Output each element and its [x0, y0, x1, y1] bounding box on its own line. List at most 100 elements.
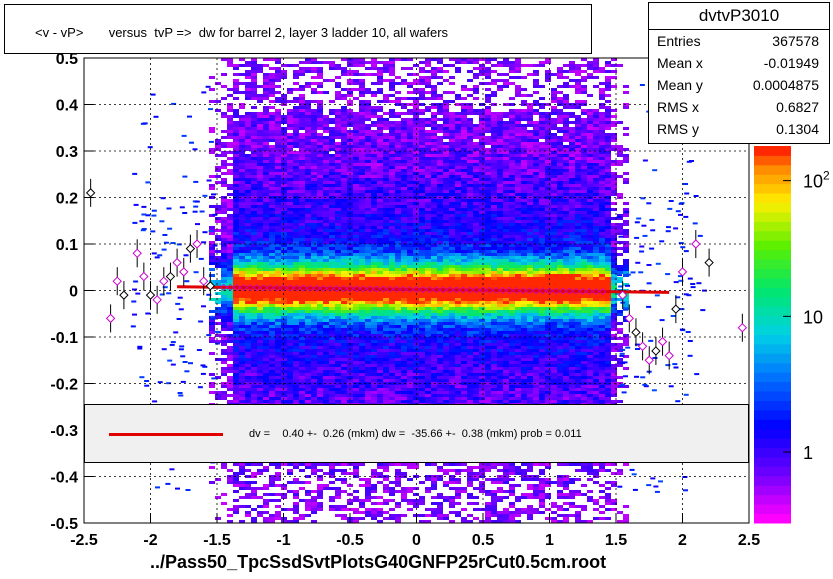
heat-cell	[245, 73, 251, 76]
heat-cell	[299, 109, 305, 112]
heat-cell	[341, 244, 347, 247]
heat-cell	[389, 286, 395, 289]
heat-cell	[407, 346, 413, 349]
heat-cell	[257, 133, 263, 136]
heat-cell	[401, 199, 407, 202]
heat-cell	[263, 304, 269, 307]
heat-cell	[227, 277, 233, 280]
heat-cell	[317, 109, 323, 112]
heat-cell	[437, 367, 443, 370]
heat-cell	[353, 334, 359, 337]
heat-cell	[395, 463, 401, 466]
heat-cell	[431, 241, 437, 244]
heat-cell	[341, 517, 347, 520]
heat-cell	[383, 211, 389, 214]
heat-cell	[287, 307, 293, 310]
heat-cell	[263, 220, 269, 223]
heat-cell	[251, 193, 257, 196]
heat-cell	[311, 496, 317, 499]
heat-cell	[419, 481, 425, 484]
heat-cell	[365, 208, 371, 211]
heat-cell	[239, 334, 245, 337]
heat-cell	[389, 262, 395, 265]
heat-cell	[275, 169, 281, 172]
heat-cell	[275, 379, 281, 382]
heat-cell	[347, 235, 353, 238]
heat-cell	[389, 64, 395, 67]
heat-cell	[359, 346, 365, 349]
heat-cell	[263, 229, 269, 232]
heat-cell	[341, 157, 347, 160]
heat-cell	[263, 205, 269, 208]
heat-cell	[317, 136, 323, 139]
heat-cell	[419, 127, 425, 130]
heat-cell	[209, 331, 215, 334]
heat-cell	[293, 316, 299, 319]
heat-cell	[251, 496, 257, 499]
heat-cell	[431, 229, 437, 232]
heat-cell	[341, 250, 347, 253]
heat-cell	[317, 505, 323, 508]
heat-cell	[341, 208, 347, 211]
heat-cell	[299, 163, 305, 166]
heat-cell	[263, 292, 269, 295]
heat-cell	[311, 469, 317, 472]
heat-cell	[251, 358, 257, 361]
heat-cell	[431, 394, 437, 397]
heat-cell	[383, 172, 389, 175]
heat-cell	[323, 205, 329, 208]
heat-cell	[263, 349, 269, 352]
heat-cell	[335, 199, 341, 202]
heat-cell	[365, 373, 371, 376]
heat-cell	[311, 253, 317, 256]
heat-cell	[233, 307, 239, 310]
heat-cell	[413, 151, 419, 154]
heat-cell	[329, 346, 335, 349]
heat-cell	[431, 136, 437, 139]
heat-cell	[347, 205, 353, 208]
heat-cell	[419, 199, 425, 202]
heat-cell	[275, 511, 281, 514]
heat-cell	[353, 316, 359, 319]
heat-cell	[317, 157, 323, 160]
heat-cell	[293, 319, 299, 322]
heat-cell	[335, 232, 341, 235]
heat-cell	[365, 172, 371, 175]
heat-cell	[233, 298, 239, 301]
heat-cell	[227, 478, 233, 481]
heat-cell	[251, 463, 257, 466]
heat-cell	[245, 364, 251, 367]
heat-cell	[227, 301, 233, 304]
heat-cell	[413, 163, 419, 166]
heat-cell	[329, 157, 335, 160]
heat-cell	[281, 355, 287, 358]
heat-cell	[389, 163, 395, 166]
heat-cell	[299, 208, 305, 211]
heat-cell	[233, 202, 239, 205]
heat-cell	[299, 175, 305, 178]
heat-cell	[425, 253, 431, 256]
heat-cell	[389, 82, 395, 85]
heat-cell	[239, 196, 245, 199]
heat-cell	[347, 94, 353, 97]
heat-cell	[389, 301, 395, 304]
heat-cell	[215, 316, 221, 319]
heat-cell	[263, 262, 269, 265]
heat-cell	[323, 184, 329, 187]
heat-cell	[287, 352, 293, 355]
heat-cell	[329, 367, 335, 370]
heat-cell	[227, 376, 233, 379]
heat-cell	[281, 304, 287, 307]
heat-cell	[233, 121, 239, 124]
heat-cell	[251, 394, 257, 397]
heat-cell	[401, 490, 407, 493]
heat-cell	[245, 484, 251, 487]
heat-cell	[353, 295, 359, 298]
heat-cell	[215, 265, 221, 268]
heat-cell	[215, 322, 221, 325]
heat-cell	[335, 133, 341, 136]
heat-cell	[389, 88, 395, 91]
heat-cell	[365, 154, 371, 157]
heat-cell	[311, 304, 317, 307]
heat-cell	[431, 352, 437, 355]
